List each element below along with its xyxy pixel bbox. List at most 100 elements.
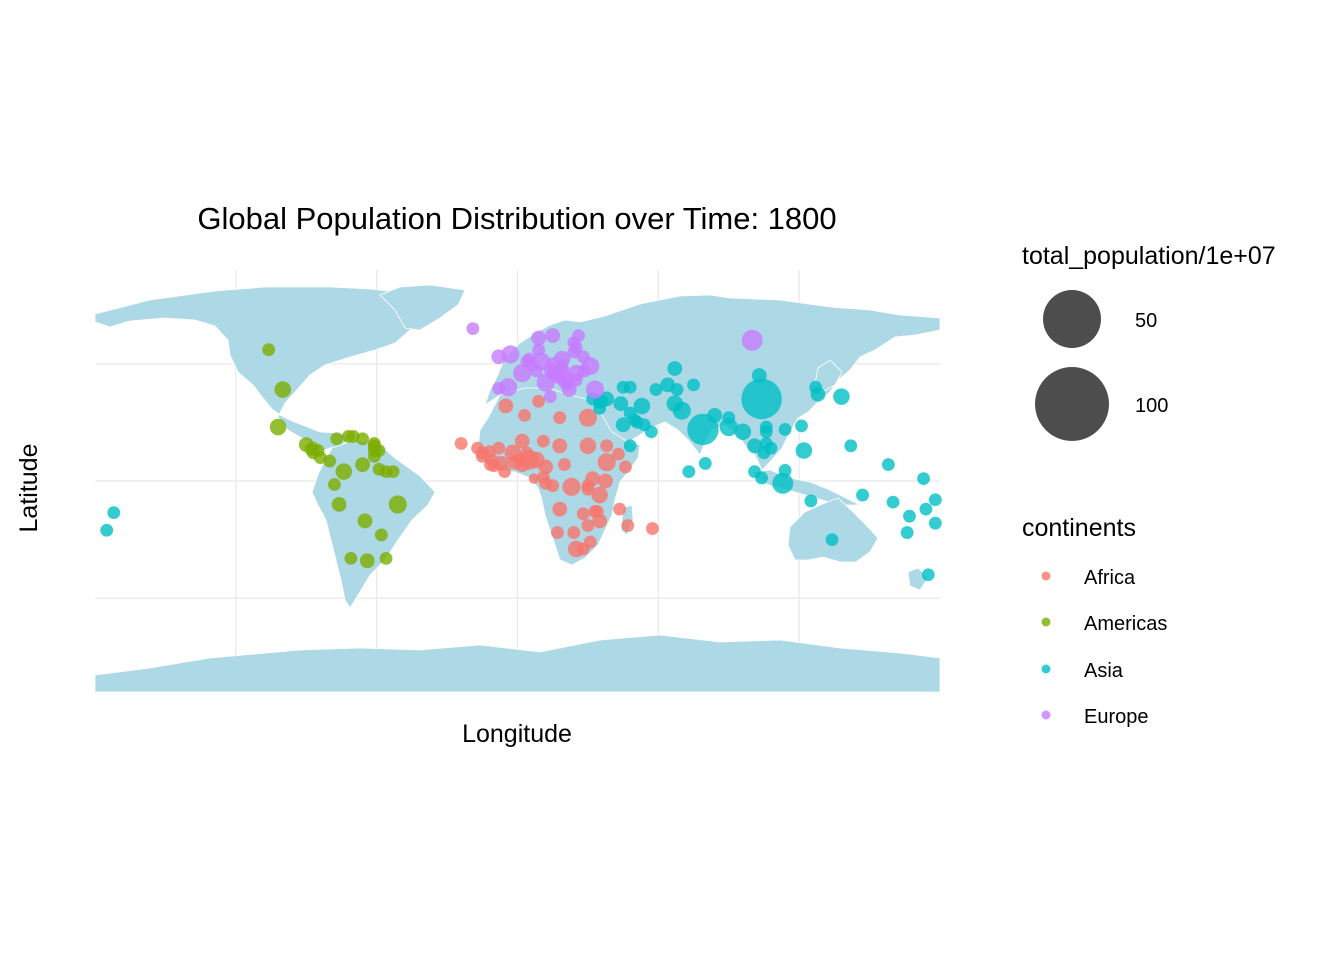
population-point-americas	[357, 513, 373, 529]
population-point-africa	[498, 398, 514, 414]
population-point-asia	[666, 395, 684, 412]
population-point-europe	[567, 345, 581, 359]
world-map	[94, 284, 941, 693]
population-point-europe	[466, 322, 480, 336]
population-point-americas	[306, 446, 320, 460]
population-point-americas	[330, 432, 344, 446]
population-point-asia	[921, 568, 935, 582]
chart-title: Global Population Distribution over Time…	[197, 201, 836, 236]
population-point-europe	[741, 329, 763, 351]
population-point-asia	[825, 533, 839, 547]
population-point-europe	[532, 343, 546, 357]
population-point-europe	[561, 377, 575, 391]
population-point-asia	[900, 526, 914, 539]
population-point-africa	[646, 522, 659, 536]
population-point-asia	[707, 407, 723, 423]
population-point-africa	[562, 477, 581, 496]
population-point-africa	[484, 458, 497, 471]
population-point-asia	[649, 383, 663, 396]
population-point-africa	[514, 433, 530, 449]
size-legend-key-100	[1035, 367, 1109, 441]
population-point-asia	[917, 472, 930, 486]
population-point-asia	[644, 425, 658, 439]
population-point-africa	[498, 465, 511, 479]
population-point-europe	[585, 380, 605, 399]
size-legend-title: total_population/1e+07	[1022, 242, 1276, 270]
population-point-asia	[741, 378, 782, 420]
population-point-asia	[623, 380, 637, 394]
population-point-asia	[844, 439, 858, 453]
population-point-africa	[583, 535, 597, 549]
population-point-asia	[755, 471, 769, 485]
population-point-africa	[538, 459, 554, 475]
population-point-africa	[550, 526, 564, 539]
population-point-europe	[513, 364, 532, 383]
population-point-africa	[613, 502, 627, 516]
population-point-africa	[619, 460, 632, 474]
size-legend-key-50	[1043, 290, 1101, 348]
land-greenland	[379, 284, 466, 331]
population-point-africa	[588, 505, 602, 518]
population-point-asia	[919, 502, 933, 516]
population-point-asia	[778, 464, 792, 477]
population-point-asia	[928, 516, 942, 530]
color-legend: continents Africa Americas Asia Europe	[1022, 514, 1167, 728]
population-point-asia	[804, 494, 818, 508]
population-point-americas	[359, 553, 375, 569]
population-point-americas	[269, 418, 287, 436]
size-legend-label-100: 100	[1135, 395, 1168, 417]
population-point-africa	[576, 507, 590, 521]
population-point-americas	[274, 381, 292, 398]
population-point-africa	[598, 473, 613, 489]
population-point-asia	[682, 465, 696, 479]
population-point-asia	[107, 506, 121, 520]
size-legend: total_population/1e+07 50 100	[1022, 242, 1276, 441]
population-point-asia	[670, 383, 684, 396]
population-point-americas	[374, 528, 388, 542]
population-point-americas	[262, 343, 276, 357]
size-legend-label-50: 50	[1135, 310, 1157, 332]
population-point-africa	[532, 394, 546, 408]
population-point-asia	[795, 442, 813, 459]
population-point-asia	[722, 411, 736, 425]
population-point-africa	[558, 458, 571, 471]
legend-label-europe: Europe	[1084, 706, 1149, 728]
population-point-africa	[567, 526, 581, 539]
population-point-africa	[454, 437, 468, 450]
land-north-america	[94, 286, 441, 453]
population-point-asia	[734, 423, 752, 441]
population-point-asia	[764, 441, 778, 455]
population-point-africa	[492, 441, 506, 455]
population-point-asia	[623, 406, 637, 420]
population-point-africa	[518, 408, 531, 422]
legend-key-africa	[1041, 571, 1051, 581]
population-point-africa	[581, 519, 595, 532]
population-point-asia	[759, 420, 773, 434]
population-point-asia	[719, 418, 738, 437]
population-point-africa	[591, 486, 608, 504]
population-point-americas	[335, 463, 353, 480]
population-point-africa	[600, 439, 614, 453]
population-point-africa	[546, 479, 560, 493]
population-point-africa	[597, 453, 616, 472]
legend-key-asia	[1041, 664, 1051, 674]
population-point-africa	[578, 408, 597, 427]
population-point-americas	[355, 457, 370, 472]
population-point-africa	[621, 519, 635, 532]
population-point-europe	[567, 336, 581, 350]
legend-key-americas	[1041, 617, 1051, 627]
population-point-asia	[886, 495, 900, 509]
y-axis-title: Latitude	[15, 444, 43, 533]
population-point-europe	[529, 364, 543, 378]
population-point-asia	[795, 419, 808, 433]
population-point-asia	[615, 417, 631, 433]
population-point-americas	[379, 551, 393, 565]
population-point-asia	[613, 396, 629, 412]
color-legend-title: continents	[1022, 514, 1136, 542]
population-point-americas	[328, 478, 341, 491]
population-point-asia	[698, 457, 712, 470]
population-point-asia	[903, 509, 916, 523]
population-point-asia	[633, 397, 651, 415]
population-point-europe	[501, 345, 520, 364]
